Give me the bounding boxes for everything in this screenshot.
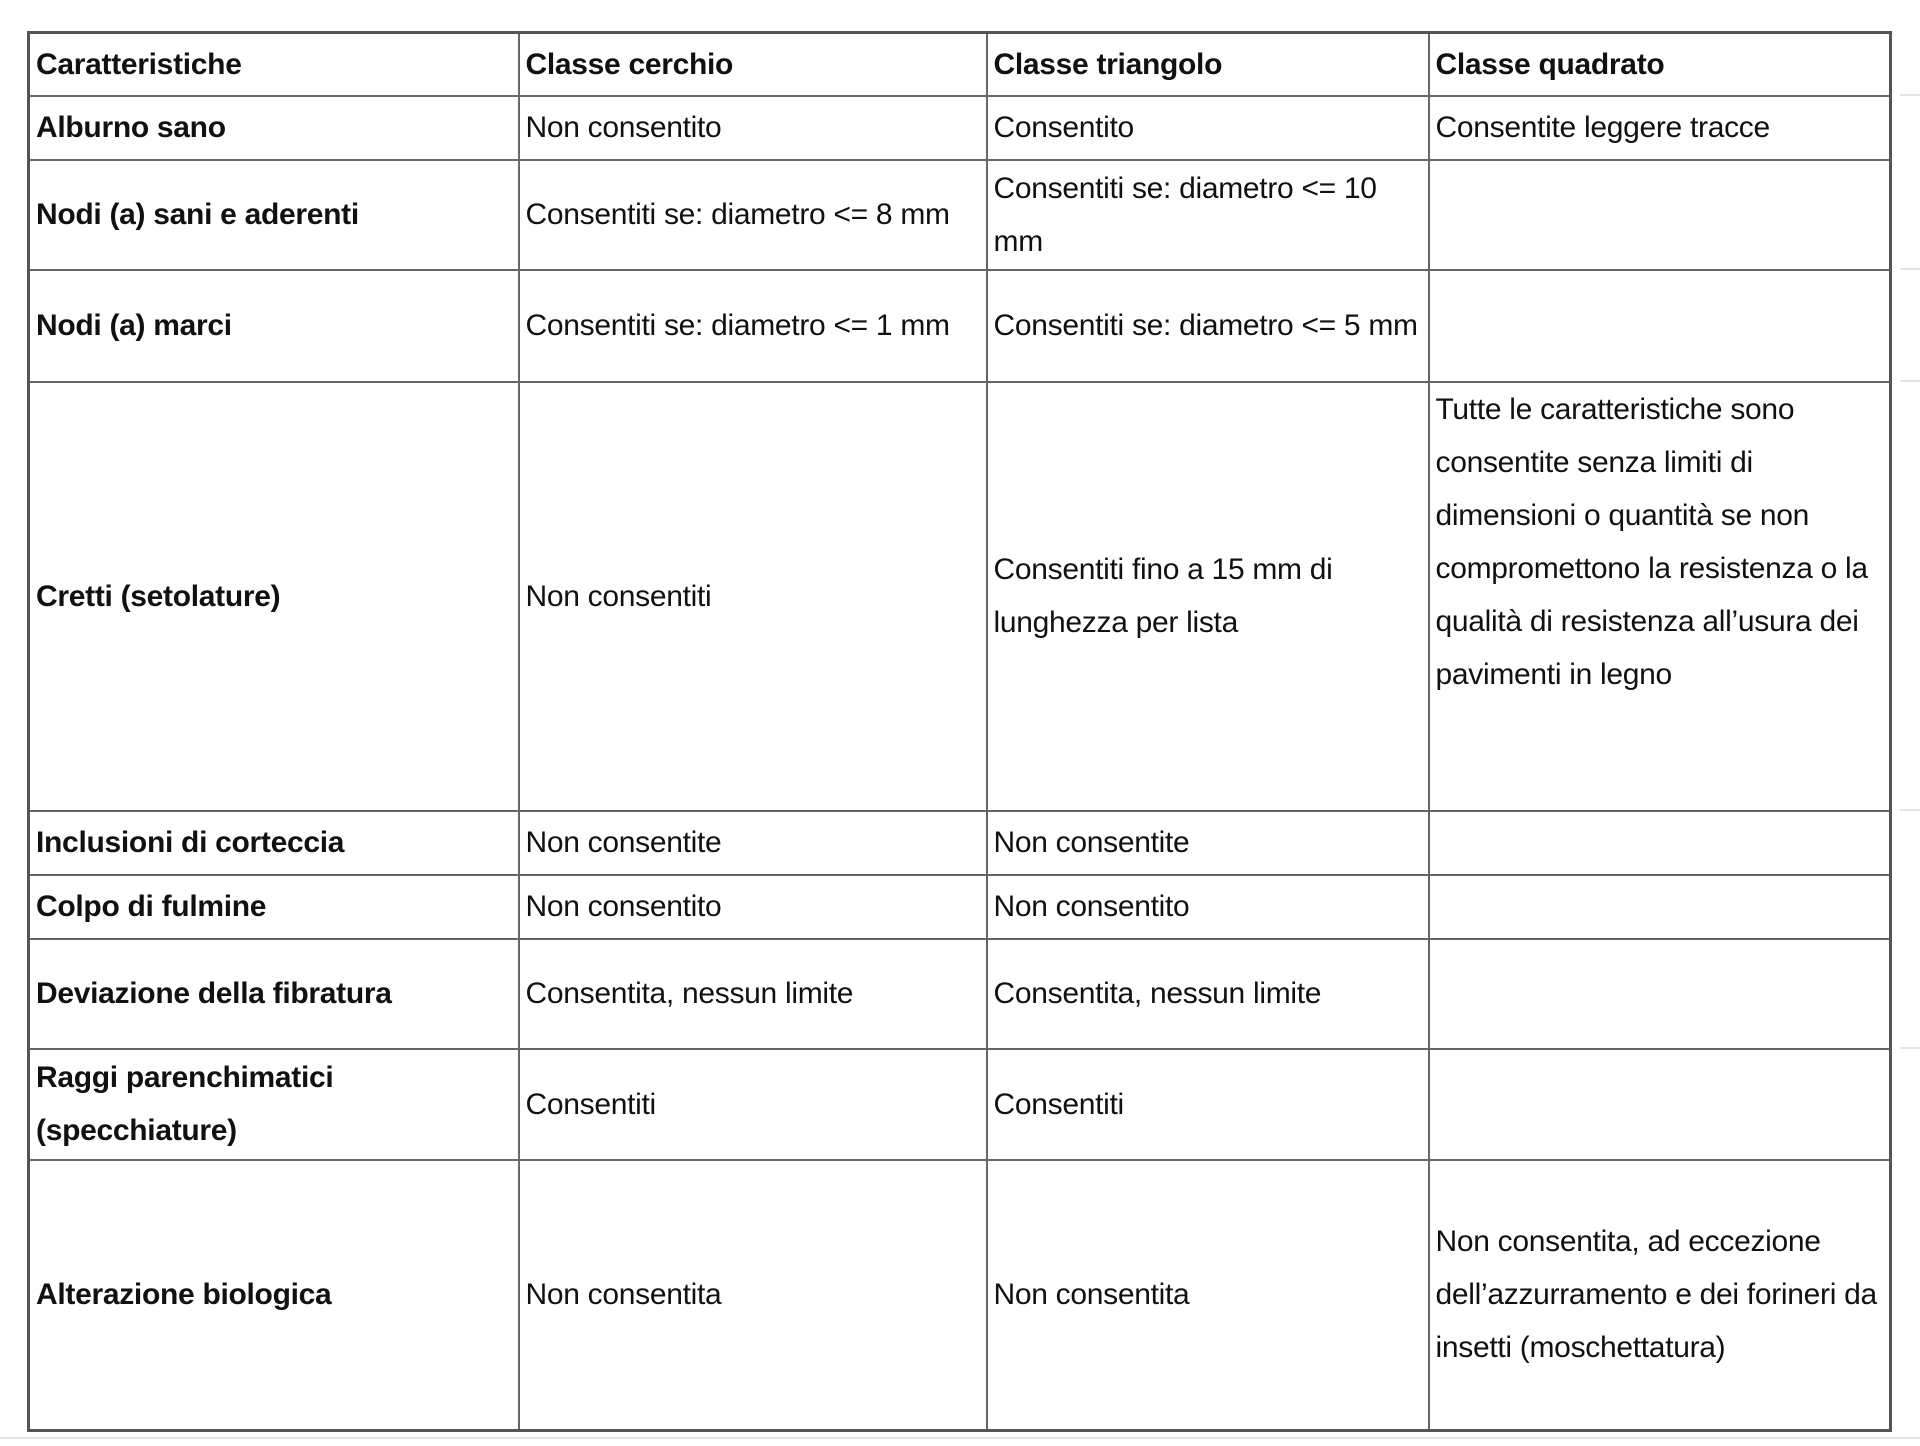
table-cell: [1427, 268, 1892, 383]
table-cell: Non consentita: [985, 1158, 1430, 1432]
table-cell: Consentiti se: diametro <= 5 mm: [985, 268, 1430, 383]
table-row: Alterazione biologica Non consentita Non…: [27, 1158, 1892, 1432]
sheet-gridline: [1900, 268, 1920, 270]
table-cell: [1427, 158, 1892, 271]
feature-cell: Nodi (a) sani e aderenti: [27, 158, 520, 271]
table-cell: Non consentito: [985, 873, 1430, 940]
table-cell: Consentiti se: diametro <= 10 mm: [985, 158, 1430, 271]
header-row: Caratteristiche Classe cerchio Classe tr…: [27, 31, 1892, 97]
feature-cell: Deviazione della fibratura: [27, 937, 520, 1050]
table-cell: [1427, 873, 1892, 940]
table-row: Inclusioni di corteccia Non consentite N…: [27, 809, 1892, 876]
header-cell: Caratteristiche: [27, 31, 520, 97]
sheet-gridline: [1900, 1047, 1920, 1049]
table-row: Colpo di fulmine Non consentito Non cons…: [27, 873, 1892, 940]
feature-cell: Raggi parenchimatici (specchiature): [27, 1047, 520, 1161]
sheet-gridline: [1900, 94, 1920, 96]
table-cell: Non consentita, ad eccezione dell’azzurr…: [1427, 1158, 1892, 1432]
table-cell: Non consentito: [517, 873, 988, 940]
header-cell: Classe cerchio: [517, 31, 988, 97]
table-row: Alburno sano Non consentito Consentito C…: [27, 94, 1892, 161]
table-cell: Non consentito: [517, 94, 988, 161]
table-row: Raggi parenchimatici (specchiature) Cons…: [27, 1047, 1892, 1161]
table-cell: Consentite leggere tracce: [1427, 94, 1892, 161]
header-cell: Classe triangolo: [985, 31, 1430, 97]
table-row: Nodi (a) sani e aderenti Consentiti se: …: [27, 158, 1892, 271]
feature-cell: Alburno sano: [27, 94, 520, 161]
table-cell: Consentiti: [985, 1047, 1430, 1161]
table-row: Nodi (a) marci Consentiti se: diametro <…: [27, 268, 1892, 383]
header-cell: Classe quadrato: [1427, 31, 1892, 97]
feature-cell: Nodi (a) marci: [27, 268, 520, 383]
table-cell: Tutte le caratteristiche sono consentite…: [1427, 380, 1892, 812]
feature-cell: Inclusioni di corteccia: [27, 809, 520, 876]
table-cell: Non consentite: [517, 809, 988, 876]
wood-classification-table: Caratteristiche Classe cerchio Classe tr…: [27, 31, 1892, 1432]
table-cell: [1427, 1047, 1892, 1161]
table-cell: Consentiti fino a 15 mm di lunghezza per…: [985, 380, 1430, 812]
table-row: Cretti (setolature) Non consentiti Conse…: [27, 380, 1892, 812]
table-cell: [1427, 937, 1892, 1050]
feature-cell: Cretti (setolature): [27, 380, 520, 812]
table-cell: Non consentite: [985, 809, 1430, 876]
sheet-gridline: [0, 1437, 1920, 1439]
table-cell: Consentito: [985, 94, 1430, 161]
table-cell: Consentiti se: diametro <= 8 mm: [517, 158, 988, 271]
table-cell: Consentiti se: diametro <= 1 mm: [517, 268, 988, 383]
table-cell: Consentita, nessun limite: [517, 937, 988, 1050]
feature-cell: Colpo di fulmine: [27, 873, 520, 940]
feature-cell: Alterazione biologica: [27, 1158, 520, 1432]
sheet-gridline: [1900, 380, 1920, 382]
table-row: Deviazione della fibratura Consentita, n…: [27, 937, 1892, 1050]
table-cell: Non consentita: [517, 1158, 988, 1432]
table-cell: Non consentiti: [517, 380, 988, 812]
table-cell: Consentiti: [517, 1047, 988, 1161]
sheet-gridline: [1900, 809, 1920, 811]
table-cell: Consentita, nessun limite: [985, 937, 1430, 1050]
table-cell: [1427, 809, 1892, 876]
